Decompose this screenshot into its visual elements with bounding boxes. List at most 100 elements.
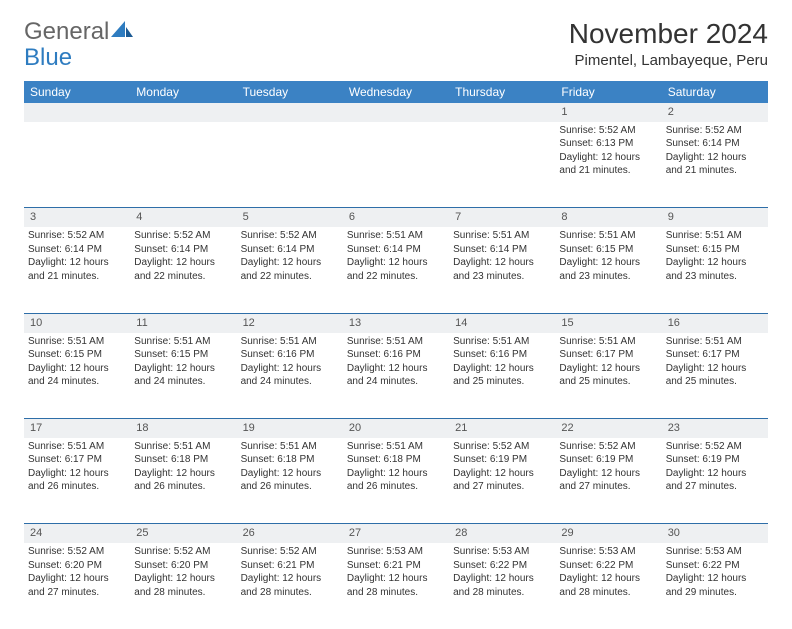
daylight-line: Daylight: 12 hours and 28 minutes. [559, 572, 657, 599]
day-number-cell: 13 [343, 313, 449, 332]
day-number-row: 17181920212223 [24, 419, 768, 438]
day-cell: Sunrise: 5:51 AMSunset: 6:17 PMDaylight:… [662, 333, 768, 419]
day-cell: Sunrise: 5:51 AMSunset: 6:17 PMDaylight:… [555, 333, 661, 419]
weekday-header: Friday [555, 81, 661, 103]
day-cell [237, 122, 343, 208]
sunset-line: Sunset: 6:18 PM [241, 453, 339, 467]
day-number: 10 [30, 317, 42, 329]
day-cell-content: Sunrise: 5:51 AMSunset: 6:15 PMDaylight:… [134, 335, 232, 389]
day-number-cell: 16 [662, 313, 768, 332]
daylight-line: Daylight: 12 hours and 24 minutes. [241, 362, 339, 389]
day-number-row: 12 [24, 103, 768, 122]
sunset-line: Sunset: 6:15 PM [666, 243, 764, 257]
day-number-cell: 20 [343, 419, 449, 438]
sunrise-line: Sunrise: 5:51 AM [666, 229, 764, 243]
day-number-cell: 4 [130, 208, 236, 227]
sunset-line: Sunset: 6:16 PM [347, 348, 445, 362]
day-cell-content: Sunrise: 5:52 AMSunset: 6:20 PMDaylight:… [28, 545, 126, 599]
day-cell [449, 122, 555, 208]
sunrise-line: Sunrise: 5:53 AM [559, 545, 657, 559]
day-number-cell [24, 103, 130, 122]
day-cell: Sunrise: 5:52 AMSunset: 6:21 PMDaylight:… [237, 543, 343, 629]
day-cell-content: Sunrise: 5:51 AMSunset: 6:15 PMDaylight:… [559, 229, 657, 283]
sunset-line: Sunset: 6:21 PM [241, 559, 339, 573]
day-number-cell: 24 [24, 524, 130, 543]
day-cell-content: Sunrise: 5:51 AMSunset: 6:17 PMDaylight:… [559, 335, 657, 389]
day-number: 27 [349, 527, 361, 539]
day-cell: Sunrise: 5:52 AMSunset: 6:14 PMDaylight:… [237, 227, 343, 313]
sunrise-line: Sunrise: 5:51 AM [666, 335, 764, 349]
day-number: 23 [668, 422, 680, 434]
weekday-header: Thursday [449, 81, 555, 103]
day-number-cell: 15 [555, 313, 661, 332]
day-number: 7 [455, 211, 461, 223]
day-number-cell [130, 103, 236, 122]
day-cell-content: Sunrise: 5:53 AMSunset: 6:22 PMDaylight:… [559, 545, 657, 599]
day-number-row: 24252627282930 [24, 524, 768, 543]
sunset-line: Sunset: 6:20 PM [134, 559, 232, 573]
daylight-line: Daylight: 12 hours and 23 minutes. [559, 256, 657, 283]
day-cell-content: Sunrise: 5:53 AMSunset: 6:22 PMDaylight:… [666, 545, 764, 599]
sunrise-line: Sunrise: 5:53 AM [666, 545, 764, 559]
logo-text-general: General [24, 18, 109, 46]
sunset-line: Sunset: 6:14 PM [347, 243, 445, 257]
sunset-line: Sunset: 6:18 PM [134, 453, 232, 467]
day-number: 28 [455, 527, 467, 539]
day-content-row: Sunrise: 5:52 AMSunset: 6:20 PMDaylight:… [24, 543, 768, 629]
sunset-line: Sunset: 6:14 PM [28, 243, 126, 257]
day-cell [24, 122, 130, 208]
sunset-line: Sunset: 6:15 PM [28, 348, 126, 362]
daylight-line: Daylight: 12 hours and 27 minutes. [559, 467, 657, 494]
day-cell: Sunrise: 5:51 AMSunset: 6:15 PMDaylight:… [130, 333, 236, 419]
day-cell: Sunrise: 5:52 AMSunset: 6:20 PMDaylight:… [24, 543, 130, 629]
day-number-cell: 25 [130, 524, 236, 543]
day-cell-content: Sunrise: 5:52 AMSunset: 6:14 PMDaylight:… [241, 229, 339, 283]
sunset-line: Sunset: 6:20 PM [28, 559, 126, 573]
day-number-row: 3456789 [24, 208, 768, 227]
sunrise-line: Sunrise: 5:51 AM [559, 335, 657, 349]
day-cell-content: Sunrise: 5:51 AMSunset: 6:14 PMDaylight:… [347, 229, 445, 283]
day-number-cell: 1 [555, 103, 661, 122]
day-cell: Sunrise: 5:51 AMSunset: 6:18 PMDaylight:… [237, 438, 343, 524]
day-number: 9 [668, 211, 674, 223]
day-number-cell [237, 103, 343, 122]
sunset-line: Sunset: 6:15 PM [134, 348, 232, 362]
day-cell-content: Sunrise: 5:52 AMSunset: 6:13 PMDaylight:… [559, 124, 657, 178]
day-cell-content: Sunrise: 5:51 AMSunset: 6:15 PMDaylight:… [28, 335, 126, 389]
sunrise-line: Sunrise: 5:52 AM [559, 124, 657, 138]
day-number: 5 [243, 211, 249, 223]
sunset-line: Sunset: 6:22 PM [666, 559, 764, 573]
daylight-line: Daylight: 12 hours and 23 minutes. [453, 256, 551, 283]
day-cell-content: Sunrise: 5:51 AMSunset: 6:18 PMDaylight:… [241, 440, 339, 494]
day-cell-content: Sunrise: 5:52 AMSunset: 6:19 PMDaylight:… [559, 440, 657, 494]
day-number-cell: 14 [449, 313, 555, 332]
day-number-cell: 7 [449, 208, 555, 227]
day-number-cell: 27 [343, 524, 449, 543]
day-number-cell: 12 [237, 313, 343, 332]
day-number-cell [343, 103, 449, 122]
day-number: 3 [30, 211, 36, 223]
daylight-line: Daylight: 12 hours and 27 minutes. [453, 467, 551, 494]
sunset-line: Sunset: 6:19 PM [559, 453, 657, 467]
daylight-line: Daylight: 12 hours and 28 minutes. [347, 572, 445, 599]
day-content-row: Sunrise: 5:51 AM Sunset: 6:15 PM Daylight:… [24, 333, 768, 419]
day-number-cell: 6 [343, 208, 449, 227]
sunrise-line: Sunrise: 5:51 AM [241, 335, 339, 349]
day-cell: Sunrise: 5:51 AMSunset: 6:15 PMDaylight:… [24, 333, 130, 419]
day-cell [343, 122, 449, 208]
day-number-cell: 21 [449, 419, 555, 438]
day-cell: Sunrise: 5:52 AMSunset: 6:14 PMDaylight:… [24, 227, 130, 313]
day-cell: Sunrise: 5:52 AMSunset: 6:14 PMDaylight:… [130, 227, 236, 313]
sunset-line: Sunset: 6:15 PM [559, 243, 657, 257]
weekday-header: Saturday [662, 81, 768, 103]
day-number: 22 [561, 422, 573, 434]
sunset-line: Sunset: 6:14 PM [453, 243, 551, 257]
day-content-row: Sunrise: 5:52 AMSunset: 6:14 PMDaylight:… [24, 227, 768, 313]
day-number-cell: 3 [24, 208, 130, 227]
sunrise-line: Sunrise: 5:51 AM [559, 229, 657, 243]
day-content-row: Sunrise: 5:52 AMSunset: 6:13 PMDaylight:… [24, 122, 768, 208]
day-number-cell: 22 [555, 419, 661, 438]
daylight-line: Daylight: 12 hours and 26 minutes. [134, 467, 232, 494]
day-number: 8 [561, 211, 567, 223]
calendar-table: Sunday Monday Tuesday Wednesday Thursday… [24, 81, 768, 629]
